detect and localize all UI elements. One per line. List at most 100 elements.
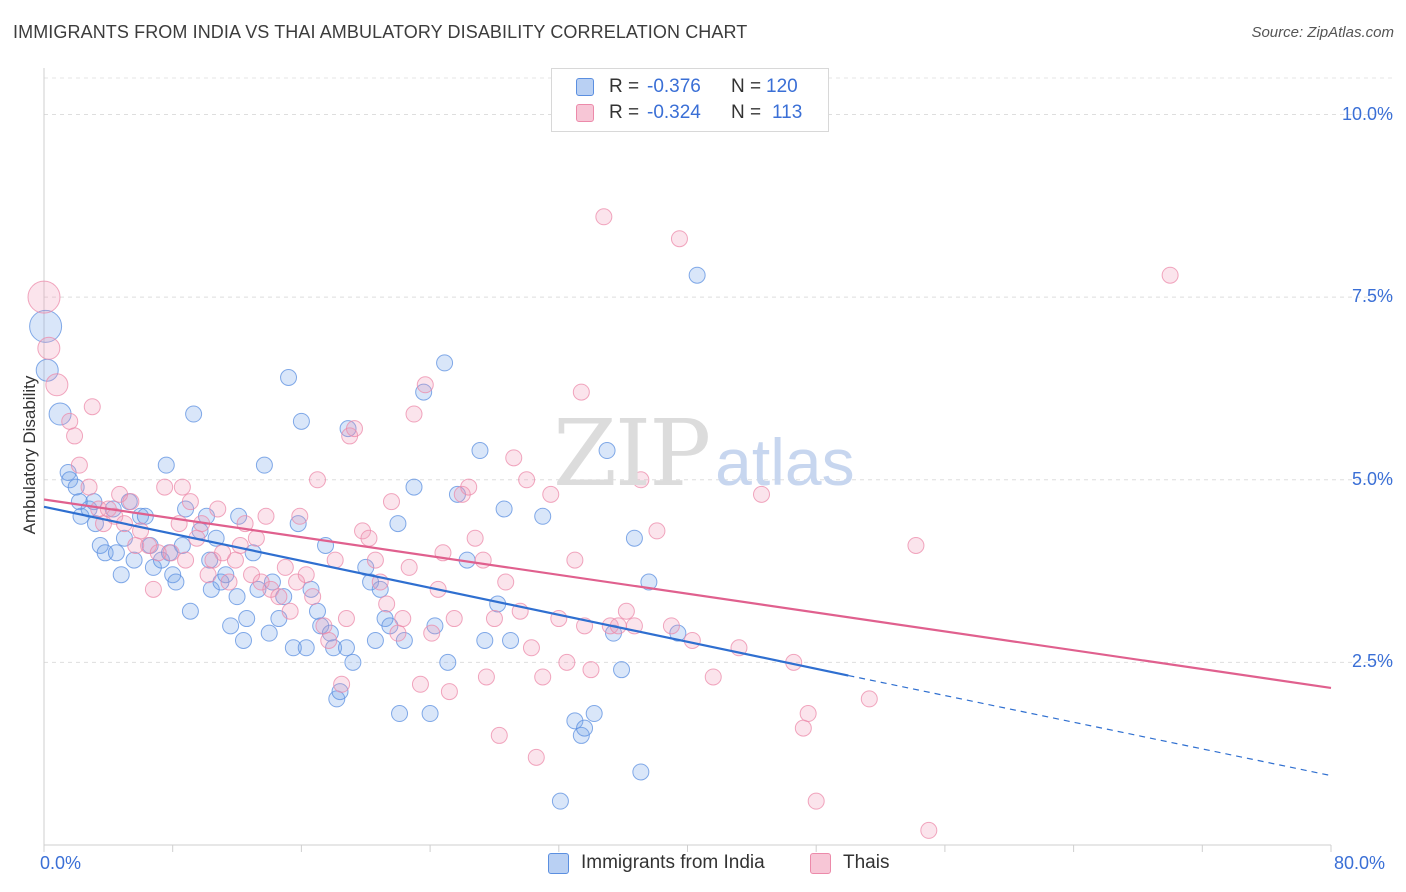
thais-point	[453, 485, 471, 503]
thais-point	[308, 471, 326, 489]
thais-point	[181, 493, 199, 511]
thais-point	[400, 558, 418, 576]
india-point	[471, 442, 489, 460]
india-point	[415, 383, 433, 401]
thais-point	[27, 280, 61, 314]
thais-point	[753, 485, 771, 503]
india-point	[337, 639, 355, 657]
thais-point	[460, 478, 478, 496]
thais-point	[209, 500, 227, 518]
india-point	[284, 639, 302, 657]
india-point	[321, 624, 339, 642]
india-point	[331, 683, 349, 701]
thais-point	[518, 471, 536, 489]
thais-point	[345, 420, 363, 438]
thais-point	[527, 748, 545, 766]
legend-r-label: R =	[609, 76, 640, 97]
thais-point	[199, 566, 217, 584]
india-point	[181, 602, 199, 620]
thais-point	[490, 726, 508, 744]
thais-point	[149, 544, 167, 562]
watermark-atlas: atlas	[715, 425, 855, 499]
thais-point	[66, 427, 84, 445]
x-tick-label-min: 0.0%	[40, 853, 82, 873]
thais-point	[632, 471, 650, 489]
thais-point	[807, 792, 825, 810]
thais-point	[61, 412, 79, 430]
y-tick-label: 10.0%	[1341, 103, 1393, 124]
india-point	[366, 631, 384, 649]
thais-point	[204, 551, 222, 569]
india-point	[230, 507, 248, 525]
india-point	[292, 412, 310, 430]
thais-point	[860, 690, 878, 708]
india-point	[395, 631, 413, 649]
axis-layer	[43, 68, 1332, 852]
thais-point	[558, 653, 576, 671]
bottom-legend-swatch-thais	[810, 853, 831, 874]
india-point	[625, 529, 643, 547]
thais-point	[794, 719, 812, 737]
thais-point	[80, 478, 98, 496]
india-point	[688, 266, 706, 284]
thais-point	[226, 551, 244, 569]
thais-point	[416, 376, 434, 394]
india-point	[576, 719, 594, 737]
india-point	[112, 566, 130, 584]
india-point	[125, 551, 143, 569]
thais-point	[337, 610, 355, 628]
legend-n-value-india: 120	[766, 76, 798, 97]
thais-point	[252, 573, 270, 591]
thais-point	[670, 230, 688, 248]
india-point	[107, 544, 125, 562]
thais-point	[405, 405, 423, 423]
y-tick-label: 5.0%	[1351, 468, 1393, 489]
thais-point	[140, 537, 158, 555]
legend-n-label: N =	[731, 102, 762, 123]
legend-n-label: N =	[731, 76, 762, 97]
legend-r-value-thais: -0.324	[647, 102, 701, 123]
thais-point	[582, 661, 600, 679]
thais-point	[257, 507, 275, 525]
india-point	[439, 653, 457, 671]
thais-point	[1161, 266, 1179, 284]
india-point	[362, 573, 380, 591]
india-point	[389, 515, 407, 533]
thais-point	[45, 373, 69, 397]
thais-point	[281, 602, 299, 620]
trend-layer	[43, 498, 1332, 777]
points-layer	[27, 208, 1179, 839]
thais-point	[389, 624, 407, 642]
thais-point	[37, 336, 61, 360]
thais-point	[231, 537, 249, 555]
india-point	[534, 507, 552, 525]
thais-point	[83, 398, 101, 416]
india-point	[157, 456, 175, 474]
india-point	[344, 653, 362, 671]
legend-n-value-thais: 113	[772, 102, 803, 123]
thais-point	[505, 449, 523, 467]
thais-point	[276, 558, 294, 576]
thais-point	[920, 821, 938, 839]
india-point	[202, 580, 220, 598]
india-point	[280, 368, 298, 386]
thais-point	[542, 485, 560, 503]
thais-point	[320, 631, 338, 649]
india-point	[566, 712, 584, 730]
india-point	[29, 309, 63, 343]
india-point	[421, 705, 439, 723]
thais-point	[270, 588, 288, 606]
legend-swatch-india	[576, 78, 594, 96]
india-point	[632, 763, 650, 781]
thais-point	[291, 507, 309, 525]
thais-point	[617, 602, 635, 620]
india-point	[238, 610, 256, 628]
india-point	[275, 588, 293, 606]
thais-point	[297, 566, 315, 584]
thais-point	[162, 544, 180, 562]
india-point	[234, 631, 252, 649]
india-point	[255, 456, 273, 474]
thais-point	[411, 675, 429, 693]
india-point	[167, 573, 185, 591]
bottom-legend-label-india: Immigrants from India	[581, 852, 765, 873]
